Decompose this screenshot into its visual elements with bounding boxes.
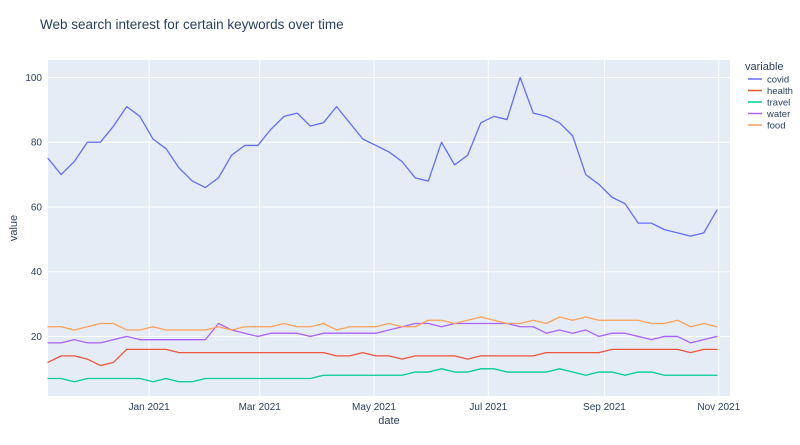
legend-title: variable [745, 61, 784, 73]
legend-label: food [767, 121, 786, 132]
y-axis-label: value [8, 215, 20, 241]
x-tick-label: Sep 2021 [583, 402, 626, 413]
x-axis-ticks: Jan 2021 Mar 2021 May 2021 Jul 2021 Sep 2021… [129, 402, 741, 413]
series-line-water[interactable] [47, 322, 718, 344]
gridlines [48, 60, 730, 396]
legend-label: water [766, 109, 790, 120]
chart-title: Web search interest for certain keywords… [40, 17, 344, 32]
legend-item-covid[interactable]: covid [748, 75, 789, 86]
legend-item-health[interactable]: health [748, 86, 793, 97]
legend-label: travel [767, 98, 790, 109]
x-tick-label: Jan 2021 [129, 402, 171, 413]
series-line-health[interactable] [47, 348, 718, 367]
y-tick-label: 60 [31, 202, 43, 213]
legend-label: covid [767, 75, 789, 86]
x-tick-label: Mar 2021 [239, 402, 282, 413]
series-line-food[interactable] [47, 316, 718, 331]
y-tick-label: 80 [31, 138, 43, 149]
legend-label: health [767, 86, 793, 97]
series-lines [47, 76, 718, 383]
x-axis-label: date [378, 415, 399, 427]
y-tick-label: 100 [25, 73, 42, 84]
series-line-travel[interactable] [47, 368, 718, 383]
legend-item-water[interactable]: water [748, 109, 790, 120]
plot-area [48, 60, 730, 396]
x-tick-label: May 2021 [352, 402, 396, 413]
legend-item-travel[interactable]: travel [748, 98, 790, 109]
x-tick-label: Nov 2021 [697, 402, 740, 413]
y-tick-label: 20 [31, 332, 43, 343]
legend-item-food[interactable]: food [748, 121, 786, 132]
y-axis-ticks: 20 40 60 80 100 [25, 73, 42, 343]
x-tick-label: Jul 2021 [469, 402, 507, 413]
y-tick-label: 40 [31, 267, 43, 278]
series-line-covid[interactable] [47, 76, 718, 237]
